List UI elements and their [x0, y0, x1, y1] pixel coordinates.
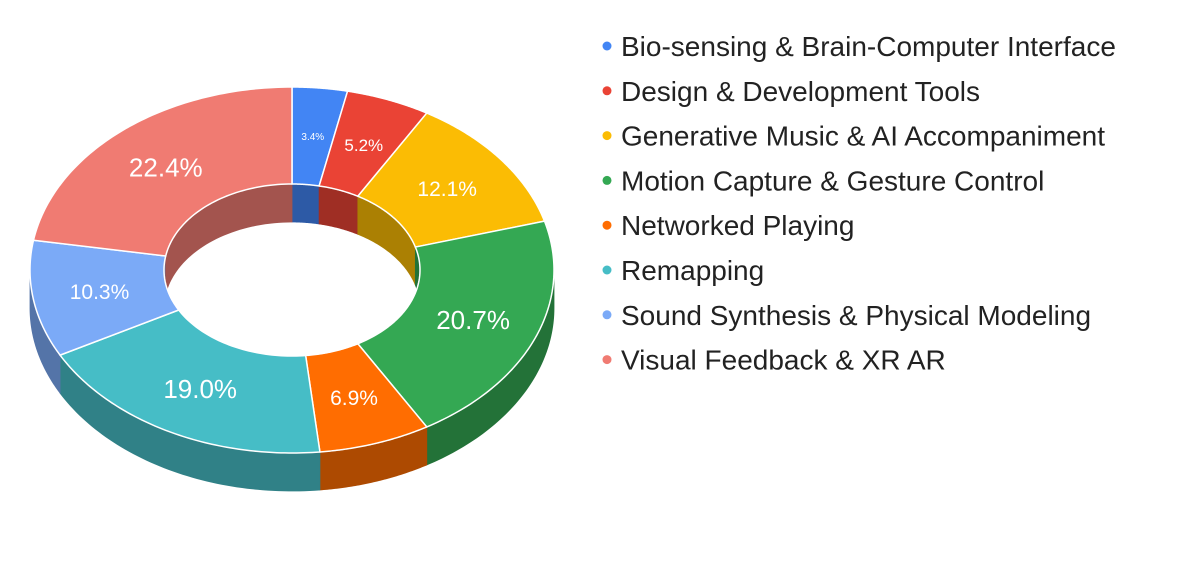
- slice-5: [59, 309, 321, 454]
- slice-label-4: 6.9%: [330, 387, 378, 410]
- legend-label: Design & Development Tools: [621, 76, 980, 107]
- legend-swatch: [602, 41, 612, 51]
- slice-1: [318, 90, 428, 197]
- slice-label-1: 5.2%: [344, 136, 383, 155]
- legend-label: Sound Synthesis & Physical Modeling: [621, 300, 1091, 331]
- slice-2: [357, 112, 546, 248]
- legend-swatch: [602, 220, 612, 230]
- legend-label: Remapping: [621, 255, 764, 286]
- slice-label-0: 3.4%: [301, 132, 324, 143]
- slice-label-3: 20.7%: [436, 305, 510, 335]
- slice-label-7: 22.4%: [129, 153, 203, 183]
- legend-swatch: [602, 265, 612, 275]
- legend-item: Bio-sensing & Brain-Computer Interface: [602, 31, 1116, 62]
- chart-legend: Bio-sensing & Brain-Computer Interface De…: [602, 31, 1116, 376]
- legend-item: Visual Feedback & XR AR: [602, 345, 946, 376]
- slice-7: [32, 86, 293, 257]
- legend-label: Visual Feedback & XR AR: [621, 345, 946, 376]
- slice-3: [357, 220, 555, 428]
- legend-swatch: [602, 355, 612, 365]
- slice-label-6: 10.3%: [70, 281, 130, 304]
- legend-swatch: [602, 86, 612, 96]
- slice-0: [291, 86, 349, 187]
- legend-item: Motion Capture & Gesture Control: [602, 165, 1044, 196]
- slice-label-2: 12.1%: [417, 178, 477, 201]
- legend-item: Networked Playing: [602, 210, 854, 241]
- legend-item: Sound Synthesis & Physical Modeling: [602, 300, 1091, 331]
- legend-swatch: [602, 131, 612, 141]
- legend-label: Bio-sensing & Brain-Computer Interface: [621, 31, 1116, 62]
- slice-label-5: 19.0%: [163, 374, 237, 404]
- legend-item: Design & Development Tools: [602, 76, 980, 107]
- inner-wall-0: [291, 183, 320, 225]
- donut-plot-area: 3.4% 5.2% 12.1% 20.7% 6.9% 19.0% 10.3% 22.4%: [29, 86, 555, 492]
- slice-labels: 3.4% 5.2% 12.1% 20.7% 6.9% 19.0% 10.3% 22.4%: [70, 132, 510, 410]
- legend-swatch: [602, 310, 612, 320]
- legend-label: Networked Playing: [621, 210, 854, 241]
- legend-label: Motion Capture & Gesture Control: [621, 165, 1044, 196]
- slice-4: [304, 343, 428, 453]
- legend-item: Remapping: [602, 255, 764, 286]
- slice-6: [29, 239, 180, 356]
- legend-item: Generative Music & AI Accompaniment: [602, 121, 1105, 152]
- legend-swatch: [602, 175, 612, 185]
- slice-tops: [29, 86, 555, 454]
- legend-label: Generative Music & AI Accompaniment: [621, 121, 1105, 152]
